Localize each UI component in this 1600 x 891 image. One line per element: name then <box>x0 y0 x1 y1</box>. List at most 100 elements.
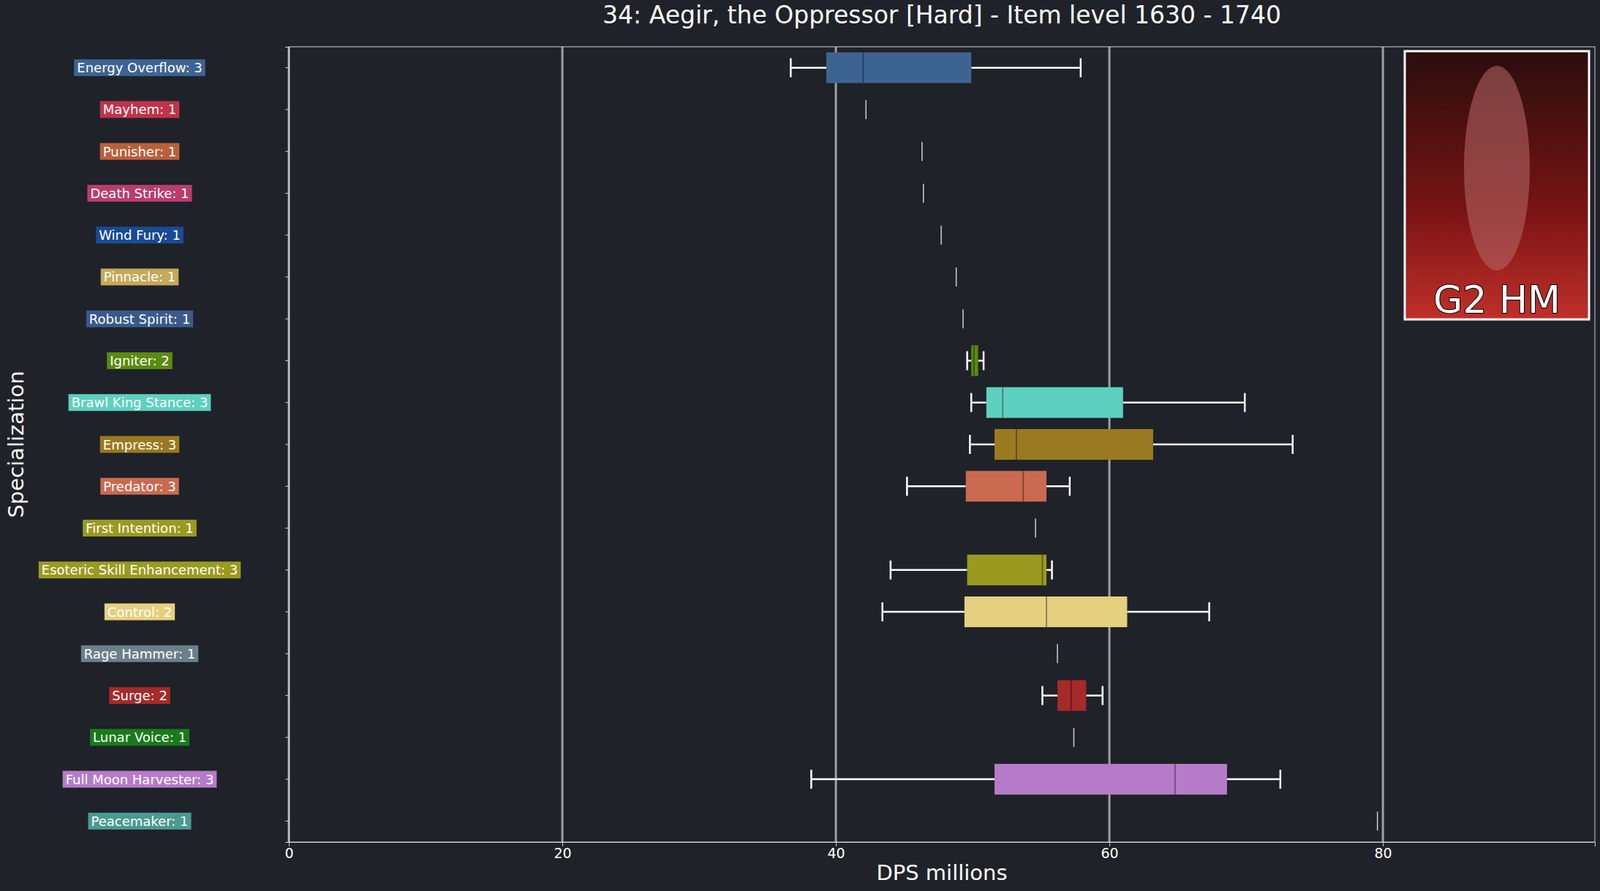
x-tick-label: 20 <box>553 845 572 862</box>
y-tick-label: Brawl King Stance: 3 <box>71 394 209 411</box>
y-tick <box>285 653 289 655</box>
single-value <box>962 309 964 329</box>
y-label-badge <box>62 771 218 789</box>
y-tick-mark <box>285 276 289 278</box>
single-value <box>921 141 923 161</box>
y-label-group: Igniter: 2 <box>106 352 173 370</box>
x-tick-label: 60 <box>1101 845 1119 862</box>
badge-figure <box>1463 65 1530 271</box>
whisker-cap-low <box>789 58 792 78</box>
y-label-badge <box>68 394 212 411</box>
y-tick <box>285 612 289 613</box>
median <box>973 345 975 376</box>
whisker-high <box>1085 694 1103 697</box>
whisker-cap-low <box>810 770 813 790</box>
box-plot <box>810 764 1280 795</box>
y-label-badge <box>100 436 180 454</box>
y-tick-mark <box>285 695 289 697</box>
whisker-cap-high <box>1101 686 1104 706</box>
whisker-low <box>790 66 827 69</box>
y-label-badge <box>38 561 241 579</box>
box-plot <box>1057 644 1059 664</box>
y-label-badge <box>100 143 180 161</box>
y-label-group: Control: 2 <box>104 604 175 621</box>
y-tick-mark <box>285 653 289 655</box>
box <box>986 387 1124 419</box>
y-tick <box>285 67 289 69</box>
y-tick-label: First Intention: 1 <box>85 520 194 537</box>
y-label-badge <box>73 59 205 77</box>
y-label-group: Lunar Voice: 1 <box>89 729 190 746</box>
whisker-high <box>1153 443 1293 447</box>
y-label-badge <box>82 519 197 537</box>
y-tick-mark <box>285 67 289 69</box>
y-tick-label: Mayhem: 1 <box>103 101 177 118</box>
box <box>967 555 1047 586</box>
box-plot <box>941 225 942 245</box>
y-tick-label: Rage Hammer: 1 <box>84 646 196 662</box>
box-plot <box>882 596 1210 628</box>
whisker-high <box>971 66 1081 69</box>
single-value <box>1073 728 1075 748</box>
box-plot <box>967 345 984 376</box>
y-tick-label: Esoteric Skill Enhancement: 3 <box>41 562 238 578</box>
median <box>1174 764 1176 795</box>
box <box>994 429 1154 460</box>
y-tick <box>285 695 289 697</box>
y-label-badge <box>100 478 179 496</box>
grid-line <box>1382 46 1385 843</box>
x-tick: 0 <box>284 842 294 862</box>
y-label-group: Empress: 3 <box>100 436 180 454</box>
y-label-badge <box>81 645 199 663</box>
grid <box>288 46 1383 843</box>
y-tick-mark <box>285 151 289 153</box>
y-label-group: Full Moon Harvester: 3 <box>62 771 218 789</box>
y-tick <box>285 402 289 403</box>
chart: 020406080Energy Overflow: 3Mayhem: 1Puni… <box>0 0 1600 891</box>
y-tick-label: Predator: 3 <box>103 478 176 495</box>
plot-frame <box>288 46 1595 843</box>
single-value <box>940 225 942 245</box>
single-value <box>1376 811 1379 831</box>
y-tick-mark <box>285 486 289 488</box>
y-tick-mark <box>285 318 289 320</box>
y-tick-mark <box>285 402 289 403</box>
y-tick <box>285 318 289 320</box>
box-plot <box>865 100 867 120</box>
median <box>1045 596 1048 628</box>
box-plot <box>955 267 957 287</box>
whisker-high <box>1227 778 1281 781</box>
y-tick-mark <box>285 569 289 571</box>
whisker-low <box>969 443 995 447</box>
whisker-cap-high <box>1279 770 1282 790</box>
y-label-group: Punisher: 1 <box>100 143 180 161</box>
y-label-badge <box>87 813 191 830</box>
y-label-badge <box>100 100 180 118</box>
whisker-cap-high <box>1050 560 1054 580</box>
y-label-badge <box>89 729 190 746</box>
whisker-cap-low <box>881 602 884 622</box>
y-tick <box>285 360 289 362</box>
y-tick-mark <box>285 821 289 822</box>
whisker-low <box>810 778 995 781</box>
median <box>1041 555 1043 586</box>
y-label-badge <box>95 226 184 244</box>
y-tick-label: Death Strike: 1 <box>89 185 189 202</box>
y-label-badge <box>86 310 194 328</box>
whisker-low <box>1042 694 1058 697</box>
x-tick-label: 40 <box>827 845 845 862</box>
single-value <box>1056 644 1059 664</box>
median <box>1015 429 1018 460</box>
y-axis <box>285 47 290 844</box>
whisker-cap-low <box>970 393 973 413</box>
median <box>1070 680 1073 712</box>
box-plot <box>1042 680 1103 712</box>
y-label-group: Energy Overflow: 3 <box>73 59 205 77</box>
y-tick-label: Lunar Voice: 1 <box>92 729 187 746</box>
y-label-group: Esoteric Skill Enhancement: 3 <box>38 561 241 579</box>
y-tick-label: Pinnacle: 1 <box>103 269 177 285</box>
box-plot <box>906 470 1070 502</box>
y-tick <box>285 569 289 571</box>
background <box>0 0 1600 891</box>
y-tick <box>285 193 289 194</box>
